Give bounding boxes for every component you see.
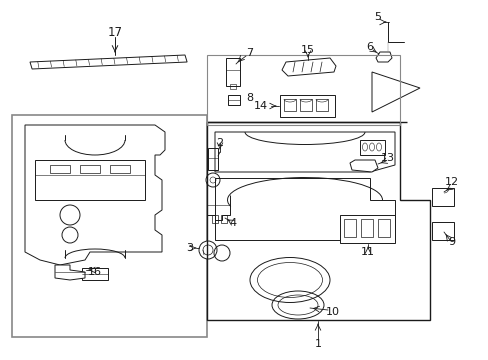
Polygon shape	[206, 195, 229, 220]
Text: 4: 4	[229, 218, 236, 228]
Text: 16: 16	[88, 267, 102, 277]
Bar	[315, 99, 327, 111]
Bar	[12, 115, 206, 337]
Circle shape	[199, 241, 217, 259]
Bar	[280, 95, 334, 117]
Bar	[207, 148, 218, 170]
Text: 5: 5	[374, 12, 381, 22]
Bar	[431, 222, 453, 240]
Bar	[299, 99, 311, 111]
Bar	[35, 160, 145, 200]
Text: 6: 6	[366, 42, 373, 52]
Text: 1: 1	[314, 339, 321, 349]
Bar	[212, 215, 218, 223]
Circle shape	[205, 173, 220, 187]
Text: 3: 3	[186, 243, 193, 253]
Bar	[80, 165, 100, 173]
Text: 7: 7	[246, 48, 253, 58]
Text: 13: 13	[380, 153, 394, 163]
Text: 2: 2	[216, 138, 223, 148]
Bar	[50, 165, 70, 173]
Polygon shape	[359, 140, 384, 155]
Text: 9: 9	[447, 237, 455, 247]
Bar	[377, 219, 389, 237]
Bar	[343, 219, 355, 237]
Text: 14: 14	[253, 101, 267, 111]
Bar	[206, 55, 399, 125]
Text: 15: 15	[301, 45, 314, 55]
Polygon shape	[349, 160, 377, 172]
Bar	[221, 215, 226, 223]
Bar	[110, 165, 130, 173]
Text: 12: 12	[444, 177, 458, 187]
Text: 17: 17	[107, 26, 122, 39]
Bar	[229, 84, 236, 89]
Text: 8: 8	[246, 93, 253, 103]
Bar	[227, 95, 240, 105]
Bar	[225, 58, 240, 86]
Bar	[431, 188, 453, 206]
Text: 10: 10	[325, 307, 339, 317]
Text: 11: 11	[360, 247, 374, 257]
Polygon shape	[55, 265, 85, 280]
Bar	[360, 219, 372, 237]
Bar	[339, 215, 394, 243]
Bar	[82, 268, 108, 280]
Bar	[284, 99, 295, 111]
